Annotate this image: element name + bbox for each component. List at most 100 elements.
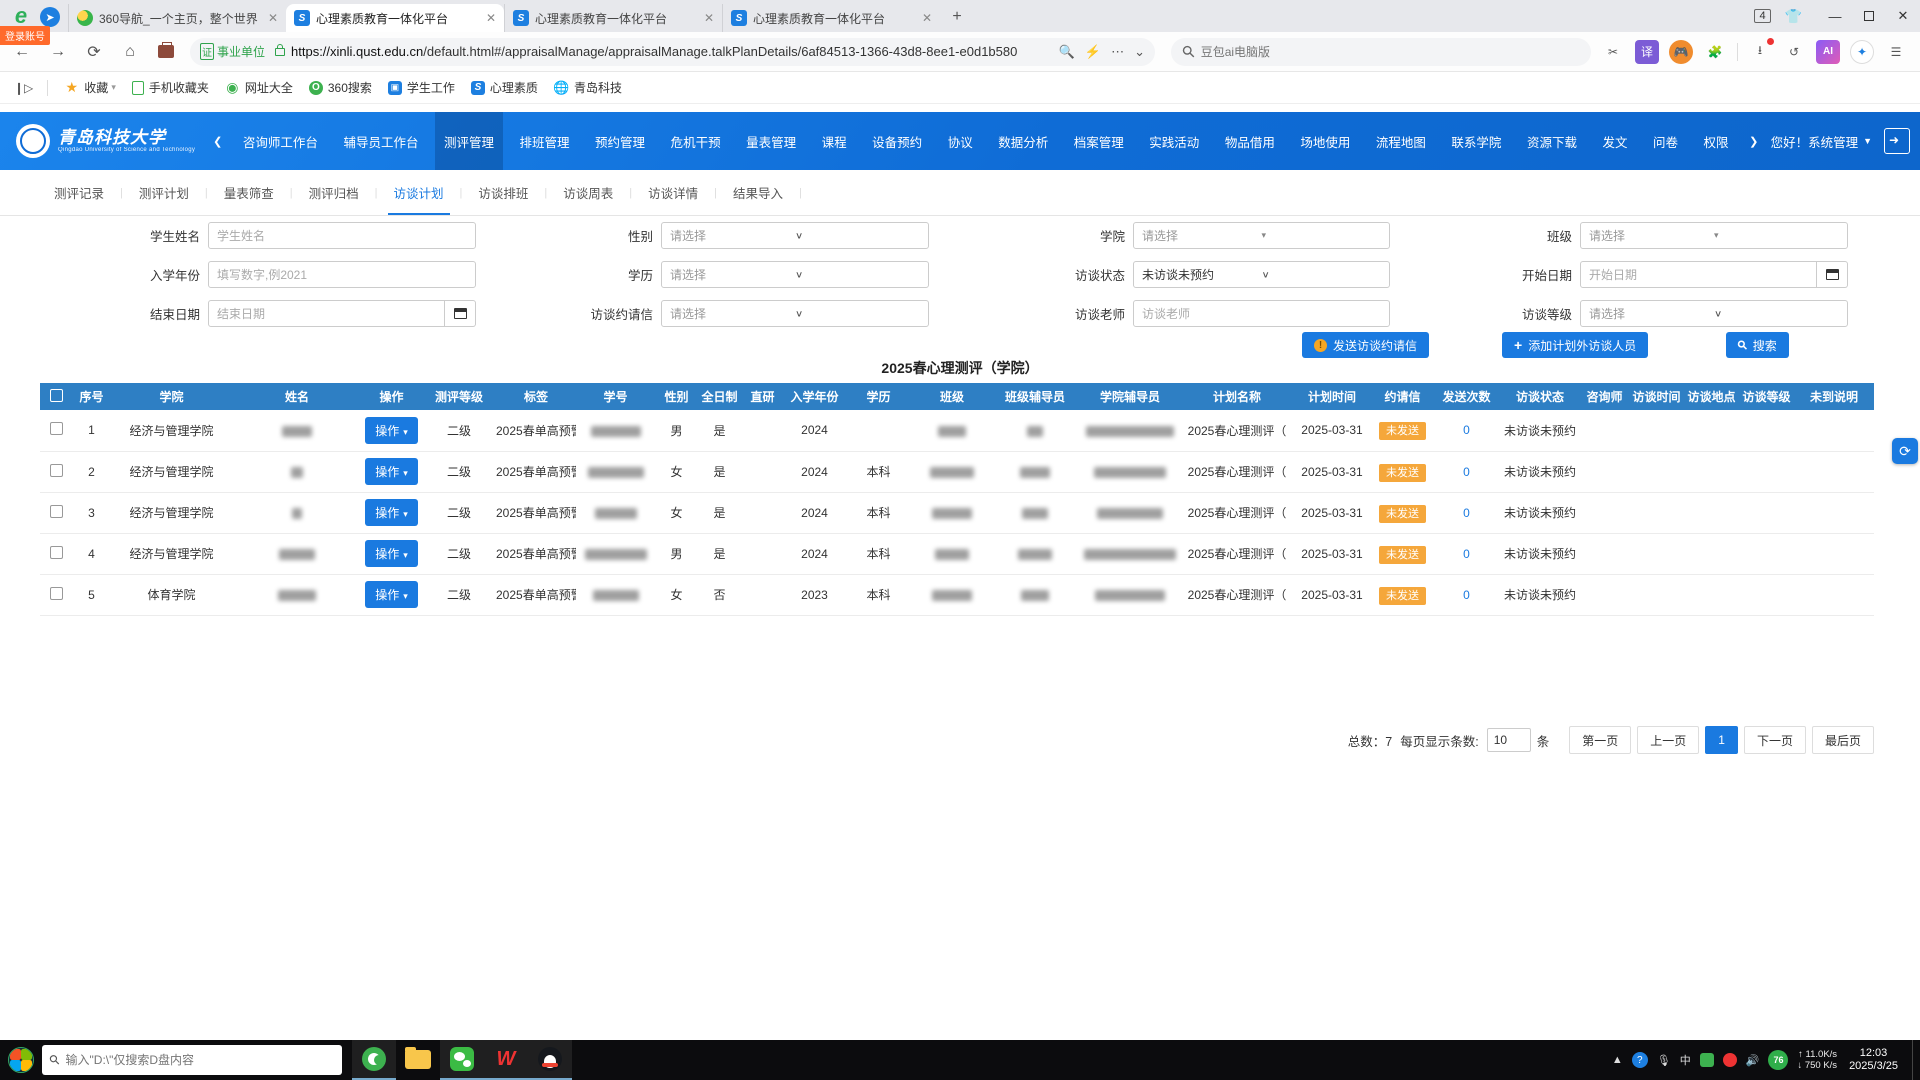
nav-item-排班管理[interactable]: 排班管理 (519, 135, 570, 150)
nav-item-数据分析[interactable]: 数据分析 (998, 135, 1049, 150)
floating-widget[interactable]: ⟳ (1892, 438, 1918, 464)
url-bar[interactable]: 证 事业单位 https://xinli.qust.edu.cn/default… (190, 37, 1155, 66)
show-desktop-button[interactable] (1912, 1040, 1920, 1080)
tab-结果导入[interactable]: 结果导入 (733, 187, 784, 201)
filter-text-input[interactable] (1142, 306, 1381, 321)
tab-count-badge[interactable]: 4 (1754, 9, 1771, 23)
filter-select[interactable]: 请选择 ∨ (1580, 300, 1848, 327)
taskbar-search-input[interactable] (65, 1053, 334, 1067)
safety-shield-icon[interactable] (1699, 1053, 1714, 1067)
nav-item-测评管理[interactable]: 测评管理 (434, 112, 503, 170)
row-action-button[interactable]: 操作 ▾ (365, 416, 418, 444)
nav-item-档案管理[interactable]: 档案管理 (1073, 135, 1124, 150)
alert-tray-icon[interactable] (1722, 1053, 1737, 1067)
send-count-link[interactable]: 0 (1463, 423, 1470, 438)
maximize-button[interactable] (1852, 0, 1886, 32)
ai-assistant-icon[interactable]: AI (1816, 39, 1840, 64)
translate-extension-icon[interactable]: 译 (1635, 39, 1659, 64)
nav-item-量表管理[interactable]: 量表管理 (746, 135, 797, 150)
compass-icon[interactable]: ✦ (1850, 39, 1874, 64)
tab-访谈排班[interactable]: 访谈排班 (478, 187, 529, 201)
filter-select[interactable]: 请选择 ∨ (661, 300, 929, 327)
hidden-icons-arrow[interactable]: ▲ (1611, 1054, 1623, 1066)
lightning-icon[interactable]: ⚡ (1084, 43, 1102, 59)
row-action-button[interactable]: 操作 ▾ (365, 458, 418, 485)
row-action-button[interactable]: 操作 ▾ (365, 581, 418, 608)
more-tools-icon[interactable]: ⋯ (1111, 43, 1125, 59)
zoom-page-icon[interactable]: 🔍 (1058, 43, 1075, 59)
send-count-link[interactable]: 0 (1463, 587, 1470, 602)
back-icon[interactable]: ← (14, 42, 30, 60)
taskbar-app-360browser[interactable] (352, 1040, 396, 1080)
undo-icon[interactable]: ↺ (1788, 44, 1800, 59)
browser-tab[interactable]: S 心理素质教育一体化平台 ✕ (722, 4, 940, 32)
sidebar-toggle-icon[interactable]: ❙▷ (14, 80, 34, 95)
forward-icon[interactable]: → (50, 42, 66, 60)
tab-量表筛查[interactable]: 量表筛查 (223, 187, 274, 201)
filter-select[interactable]: 请选择 ▾ (1580, 222, 1848, 249)
network-speed[interactable]: ↑ 11.0K/s ↓ 750 K/s (1797, 1049, 1838, 1071)
battery-indicator[interactable]: 76 (1768, 1050, 1789, 1070)
calendar-button[interactable] (445, 300, 476, 327)
taskbar-app-explorer[interactable] (396, 1040, 440, 1080)
nav-item-协议[interactable]: 协议 (947, 135, 973, 150)
page-button-最后页[interactable]: 最后页 (1811, 726, 1874, 754)
filter-select[interactable]: 未访谈未预约 ∨ (1133, 261, 1390, 288)
nav-scroll-right-icon[interactable]: ❯ (1749, 135, 1759, 148)
invite-status-badge[interactable]: 未发送 (1379, 504, 1426, 523)
date-input[interactable] (217, 306, 436, 321)
nav-item-预约管理[interactable]: 预约管理 (595, 135, 646, 150)
browser-tab[interactable]: S 心理素质教育一体化平台 ✕ (504, 4, 722, 32)
help-tray-icon[interactable]: ? (1631, 1052, 1648, 1068)
clock[interactable]: 12:03 2025/3/25 (1849, 1047, 1898, 1072)
nav-item-联系学院[interactable]: 联系学院 (1451, 135, 1502, 150)
taskbar-app-qq[interactable] (528, 1040, 572, 1080)
send-invite-button[interactable]: ! 发送访谈约请信 (1302, 332, 1430, 358)
nav-item-危机干预[interactable]: 危机干预 (670, 135, 721, 150)
invite-status-badge[interactable]: 未发送 (1379, 422, 1426, 441)
skin-icon[interactable]: 👕 (1784, 7, 1802, 24)
chevron-down-icon[interactable]: ⌄ (1134, 43, 1145, 59)
url-text[interactable]: https://xinli.qust.edu.cn/default.html#/… (291, 44, 1018, 59)
row-action-button[interactable]: 操作 ▾ (365, 499, 418, 526)
row-checkbox[interactable] (50, 463, 63, 477)
new-tab-button[interactable]: + (952, 8, 962, 25)
bookmark-item[interactable]: ★ 收藏 ▾ (64, 79, 116, 96)
start-button[interactable] (8, 1047, 34, 1073)
per-page-input[interactable] (1486, 728, 1531, 752)
nav-item-物品借用[interactable]: 物品借用 (1224, 135, 1275, 150)
tab-测评计划[interactable]: 测评计划 (138, 187, 189, 201)
row-checkbox[interactable] (50, 545, 63, 559)
nav-item-发文[interactable]: 发文 (1602, 135, 1628, 150)
microphone-icon[interactable]: 🎙 (1656, 1054, 1671, 1067)
home-icon[interactable]: ⌂ (125, 42, 135, 60)
nav-item-设备预约[interactable]: 设备预约 (872, 135, 923, 150)
filter-text-input[interactable] (217, 267, 467, 282)
nav-item-资源下载[interactable]: 资源下载 (1526, 135, 1577, 150)
bookmark-item[interactable]: ▯ 手机收藏夹 (131, 79, 209, 96)
game-extension-icon[interactable]: 🎮 (1669, 39, 1693, 64)
nav-item-问卷[interactable]: 问卷 (1653, 135, 1679, 150)
send-count-link[interactable]: 0 (1463, 464, 1470, 479)
invite-status-badge[interactable]: 未发送 (1379, 545, 1426, 564)
nav-item-课程[interactable]: 课程 (821, 135, 847, 150)
bookmark-item[interactable]: S 心理素质 (470, 79, 538, 96)
bookmark-item[interactable]: O 360搜索 (308, 79, 372, 96)
close-button[interactable]: ✕ (1897, 8, 1909, 23)
bookmark-item[interactable]: 🌐 青岛科技 (553, 79, 622, 96)
filter-select[interactable]: 请选择 ∨ (661, 261, 929, 288)
page-button-上一页[interactable]: 上一页 (1637, 726, 1700, 754)
tab-访谈详情[interactable]: 访谈详情 (648, 187, 699, 201)
volume-icon[interactable]: 🔊 (1745, 1054, 1760, 1067)
ime-icon[interactable]: 中 (1679, 1055, 1691, 1067)
nav-scroll-left-icon[interactable]: ❮ (213, 135, 223, 148)
nav-item-实践活动[interactable]: 实践活动 (1149, 135, 1200, 150)
page-button-1[interactable]: 1 (1705, 726, 1738, 754)
tab-访谈计划[interactable]: 访谈计划 (378, 170, 460, 215)
tab-close-icon[interactable]: ✕ (267, 11, 278, 25)
screenshot-scissors-icon[interactable]: ✂ (1607, 44, 1619, 59)
row-checkbox[interactable] (50, 504, 63, 518)
add-person-button[interactable]: + 添加计划外访谈人员 (1502, 332, 1649, 358)
tab-close-icon[interactable]: ✕ (703, 11, 714, 25)
downloads-icon[interactable]: ⭳ (1748, 37, 1774, 64)
